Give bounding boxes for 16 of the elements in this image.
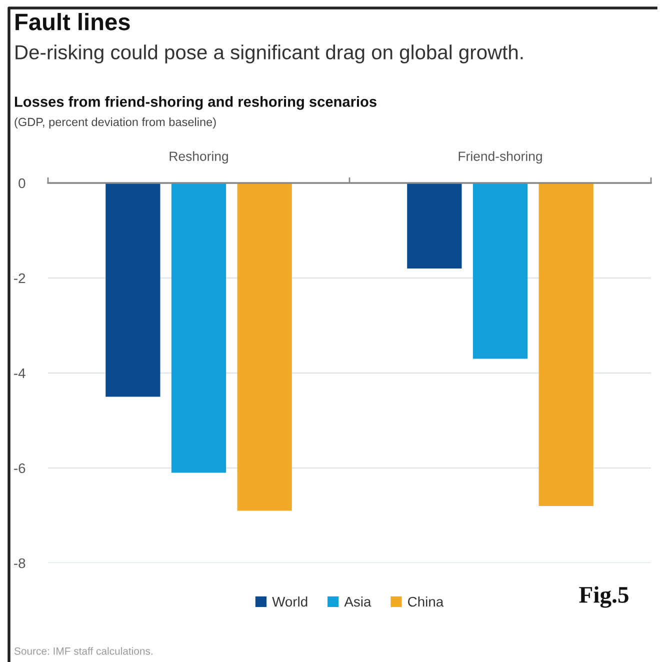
caption: Fig.5 (579, 586, 628, 608)
y-tick-label: -2 (14, 273, 26, 284)
y-tick-label: -6 (14, 463, 26, 474)
legend-label: World (272, 596, 308, 607)
x-tick-label: Friend-shoring (458, 151, 542, 164)
chart-title: Fault lines (16, 12, 130, 30)
x-tick-label: Reshoring (170, 151, 228, 164)
y-tick-label: 0 (18, 178, 26, 188)
y-axis-title: (GDP, percent deviation from baseline) (14, 118, 216, 128)
chart-subtitle: De-risking could pose a significant drag on global growth. (16, 44, 523, 64)
legend-label: Asia (344, 596, 372, 607)
legend-label: China (408, 596, 444, 607)
text: Losses from friend-shoring and reshoring scenarios (14, 96, 376, 110)
y-tick-label: -4 (14, 368, 26, 378)
y-tick-label: -8 (14, 558, 26, 568)
source-note: Source: IMF staff calculations. (14, 647, 152, 655)
